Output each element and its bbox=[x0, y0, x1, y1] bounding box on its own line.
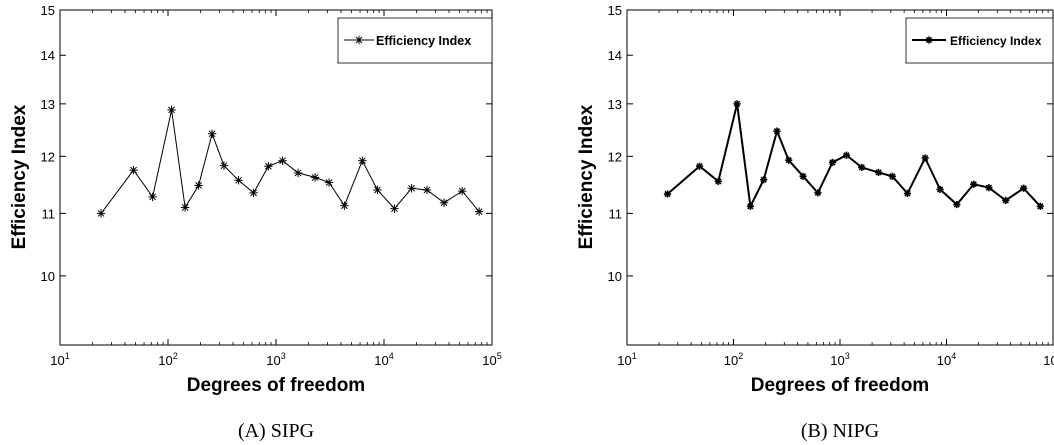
x-tick-label: 104 bbox=[374, 351, 393, 368]
legend: Efficiency Index bbox=[905, 17, 1054, 64]
data-point-marker bbox=[439, 198, 449, 207]
y-tick-label: 12 bbox=[608, 149, 622, 164]
x-tick-label: 105 bbox=[1043, 351, 1054, 368]
data-point-marker bbox=[293, 168, 303, 178]
y-tick-label: 11 bbox=[609, 206, 623, 221]
data-point-marker bbox=[264, 162, 273, 171]
data-point-marker bbox=[219, 161, 229, 170]
x-tick-label: 101 bbox=[617, 351, 636, 368]
data-point-marker bbox=[310, 173, 320, 182]
data-point-marker bbox=[373, 185, 382, 195]
y-tick-label: 15 bbox=[41, 3, 55, 18]
legend-asterisk-icon bbox=[354, 35, 364, 45]
data-point-marker bbox=[324, 178, 334, 187]
data-point-marker bbox=[828, 158, 837, 166]
x-tick-label: 102 bbox=[724, 351, 743, 368]
y-tick-label: 14 bbox=[41, 48, 55, 63]
y-tick-label: 10 bbox=[608, 269, 622, 284]
data-point-marker bbox=[888, 172, 896, 180]
data-point-marker bbox=[842, 151, 851, 159]
data-point-marker bbox=[167, 105, 176, 115]
x-tick-label: 105 bbox=[482, 351, 501, 368]
data-point-marker bbox=[180, 203, 190, 212]
data-point-marker bbox=[903, 189, 912, 198]
data-point-marker bbox=[129, 165, 138, 175]
data-point-marker bbox=[714, 177, 722, 186]
data-point-marker bbox=[785, 156, 793, 164]
data-point-marker bbox=[340, 201, 349, 210]
legend: Efficiency Index bbox=[337, 17, 493, 64]
x-tick-label: 102 bbox=[158, 351, 177, 368]
data-point-marker bbox=[422, 185, 432, 195]
y-tick-label: 10 bbox=[41, 269, 55, 284]
data-point-marker bbox=[234, 176, 243, 185]
data-point-marker bbox=[207, 129, 217, 138]
x-tick-label: 103 bbox=[266, 351, 285, 368]
legend-asterisk bbox=[354, 35, 364, 45]
y-axis-label: Efficiency Index bbox=[9, 104, 30, 249]
y-tick-label: 13 bbox=[41, 97, 55, 112]
data-point-marker bbox=[985, 184, 993, 192]
y-tick-label: 12 bbox=[41, 149, 55, 164]
data-point-marker bbox=[814, 189, 822, 197]
x-tick-label: 103 bbox=[830, 351, 849, 368]
data-point-marker bbox=[407, 184, 416, 193]
data-point-marker bbox=[746, 202, 754, 210]
data-point-marker bbox=[474, 207, 484, 216]
figure-caption: (A) SIPG bbox=[238, 420, 314, 442]
data-point-marker bbox=[663, 190, 672, 198]
legend-asterisk bbox=[925, 36, 933, 44]
legend-label: Efficiency Index bbox=[376, 34, 471, 48]
data-point-marker bbox=[458, 186, 467, 196]
legend-asterisk-icon bbox=[925, 36, 933, 44]
data-point-marker bbox=[278, 156, 287, 165]
y-tick-label: 13 bbox=[608, 97, 622, 112]
x-axis-label: Degrees of freedom bbox=[187, 375, 365, 396]
data-point-marker bbox=[96, 209, 106, 218]
chart-panel-nipg: 101 102 103 104 105 10 11 12 13 14 15 Degrees of f… bbox=[576, 3, 1054, 442]
data-point-marker bbox=[358, 156, 367, 165]
data-point-marker bbox=[733, 100, 741, 108]
data-point-marker bbox=[390, 204, 399, 213]
x-axis-label: Degrees of freedom bbox=[751, 375, 929, 396]
data-point-marker bbox=[148, 192, 157, 202]
data-point-marker bbox=[858, 163, 866, 171]
data-point-marker bbox=[695, 162, 704, 170]
y-tick-label: 11 bbox=[42, 206, 56, 221]
data-point-marker bbox=[1036, 202, 1044, 210]
x-tick-label: 101 bbox=[50, 351, 69, 368]
data-point-marker bbox=[970, 180, 978, 188]
data-point-marker bbox=[799, 172, 807, 180]
data-point-marker bbox=[874, 168, 883, 176]
figure-caption: (B) NIPG bbox=[801, 420, 879, 442]
plot-area: 101 102 103 104 105 10 11 12 13 14 15 bbox=[608, 3, 1054, 368]
data-point-marker bbox=[194, 181, 203, 190]
data-point-marker bbox=[921, 154, 929, 162]
series-line bbox=[666, 103, 1042, 210]
data-point-marker bbox=[953, 200, 961, 209]
data-point-marker bbox=[1002, 196, 1010, 205]
data-point-marker bbox=[773, 127, 781, 135]
data-point-marker bbox=[936, 185, 944, 194]
legend-label: Efficiency Index bbox=[950, 34, 1042, 48]
chart-panel-sipg: 101 102 103 104 105 10 11 12 13 14 15 Degrees of f… bbox=[9, 3, 502, 442]
y-tick-label: 15 bbox=[608, 3, 622, 18]
plot-area: 101 102 103 104 105 10 11 12 13 14 15 bbox=[41, 3, 502, 368]
y-axis-label: Efficiency Index bbox=[576, 104, 597, 249]
x-tick-label: 104 bbox=[937, 351, 956, 368]
y-tick-label: 14 bbox=[608, 48, 622, 63]
data-point-marker bbox=[249, 188, 258, 198]
data-point-marker bbox=[760, 176, 768, 184]
data-point-marker bbox=[1020, 184, 1028, 192]
series-line bbox=[100, 109, 480, 214]
